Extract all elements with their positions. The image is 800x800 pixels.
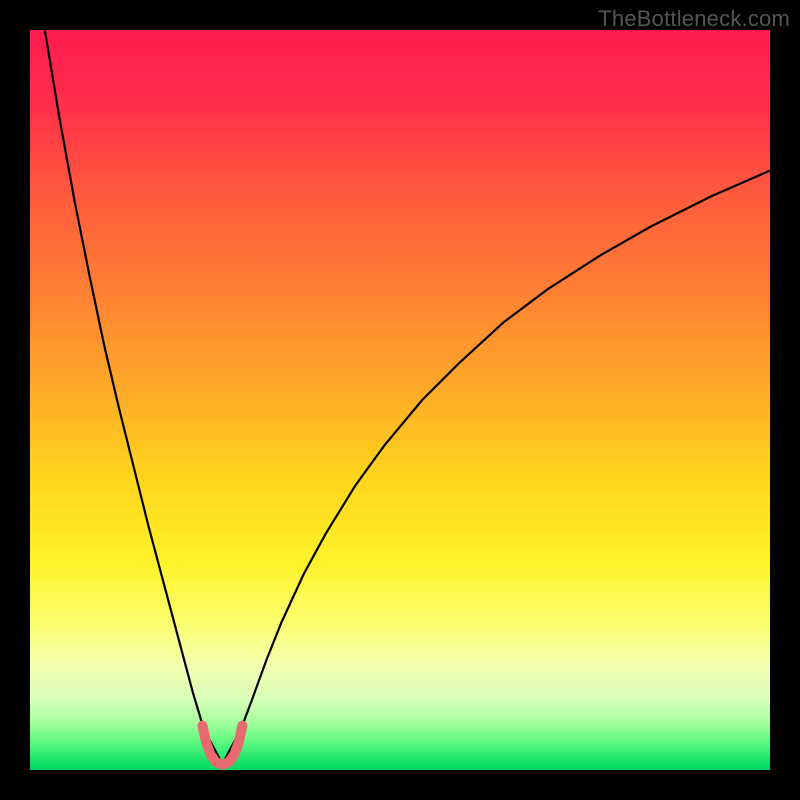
- curve-layer: [30, 30, 770, 770]
- outer-frame: TheBottleneck.com: [0, 0, 800, 800]
- plot-area: [30, 30, 770, 770]
- optimum-marker: [202, 726, 242, 765]
- bottleneck-curve: [45, 30, 770, 764]
- watermark-text: TheBottleneck.com: [598, 6, 790, 32]
